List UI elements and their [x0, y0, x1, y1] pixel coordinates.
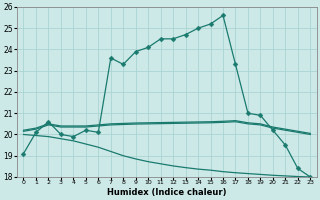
- X-axis label: Humidex (Indice chaleur): Humidex (Indice chaleur): [107, 188, 227, 197]
